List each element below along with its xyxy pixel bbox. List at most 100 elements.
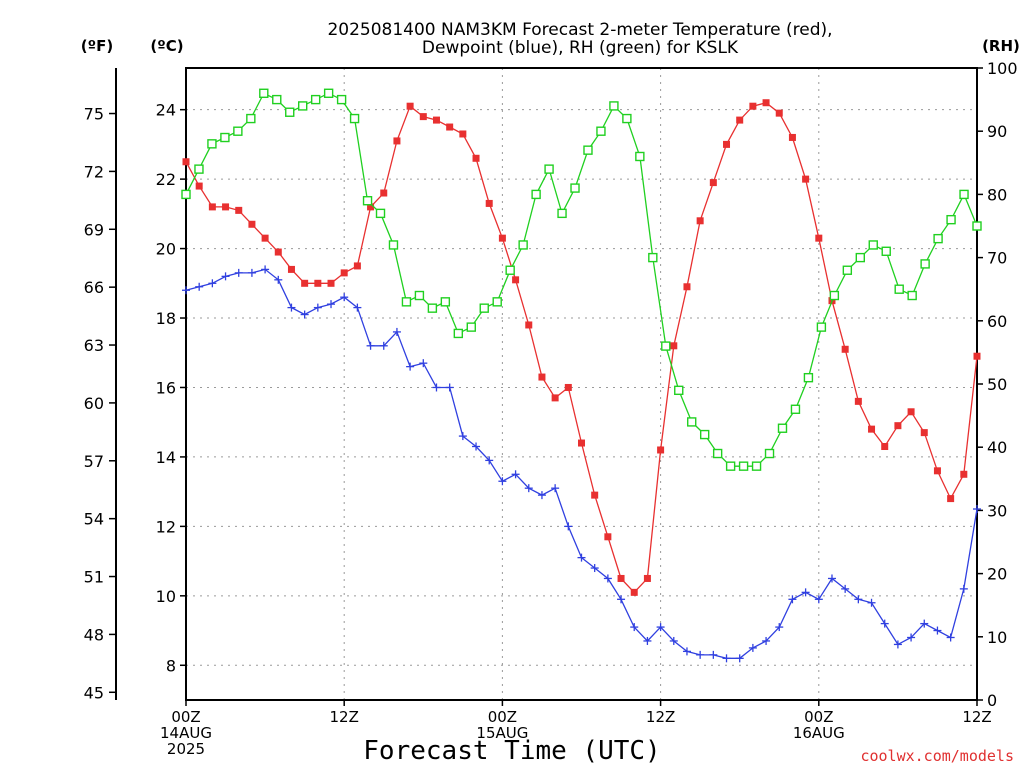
2-meter-temperature-point bbox=[485, 199, 493, 207]
dewpoint-point bbox=[406, 362, 415, 371]
rh-point bbox=[272, 94, 282, 105]
2-meter-temperature-point bbox=[301, 279, 309, 287]
dewpoint-point bbox=[327, 300, 336, 309]
fahrenheit-tick-label: 69 bbox=[84, 220, 104, 239]
celsius-axis-unit: (ºC) bbox=[150, 37, 183, 55]
2-meter-temperature-point bbox=[775, 109, 783, 117]
rh-point bbox=[246, 113, 256, 124]
dewpoint-point bbox=[682, 647, 691, 656]
rh-point bbox=[181, 189, 191, 200]
rh-tick-label: 0 bbox=[987, 691, 997, 710]
rh-point bbox=[323, 88, 334, 98]
rh-point bbox=[298, 101, 308, 111]
2-meter-temperature-point bbox=[591, 491, 599, 499]
rh-point bbox=[531, 189, 541, 200]
2-meter-temperature-point bbox=[683, 283, 691, 291]
dewpoint-point bbox=[287, 303, 296, 312]
rh-tick-label: 30 bbox=[987, 501, 1007, 520]
dewpoint-point bbox=[366, 341, 375, 350]
2-meter-temperature-point bbox=[604, 533, 612, 541]
2-meter-temperature-point bbox=[947, 495, 955, 503]
rh-point bbox=[518, 240, 528, 250]
rh-point bbox=[725, 461, 736, 471]
plot-frame bbox=[185, 67, 978, 701]
2-meter-temperature-point bbox=[314, 279, 322, 287]
dewpoint-point bbox=[867, 598, 876, 607]
dewpoint-point bbox=[182, 286, 190, 295]
dewpoint-point bbox=[959, 584, 968, 593]
rh-point bbox=[362, 196, 373, 206]
rh-point bbox=[479, 303, 489, 313]
dewpoint-point bbox=[313, 303, 322, 312]
2-meter-temperature-point bbox=[973, 352, 981, 360]
2-meter-temperature-point bbox=[367, 203, 375, 211]
dewpoint-point bbox=[458, 432, 467, 441]
rh-point bbox=[712, 448, 723, 459]
2-meter-temperature-point bbox=[881, 443, 889, 451]
chart-title-line1: 2025081400 NAM3KM Forecast 2-meter Tempe… bbox=[327, 20, 832, 40]
2-meter-temperature-point bbox=[894, 422, 902, 430]
2-meter-temperature-point bbox=[933, 467, 941, 475]
2-meter-temperature-point bbox=[340, 269, 348, 277]
rh-point bbox=[285, 107, 295, 117]
dewpoint-series bbox=[182, 265, 981, 663]
rh-tick-label: 50 bbox=[987, 375, 1007, 394]
dewpoint-point bbox=[669, 636, 678, 645]
dewpoint-point bbox=[854, 595, 863, 604]
2-meter-temperature-point bbox=[815, 234, 823, 242]
2-meter-temperature-point bbox=[235, 206, 243, 214]
2-meter-temperature-point bbox=[709, 179, 717, 187]
source-credit: coolwx.com/models bbox=[860, 747, 1014, 765]
2-meter-temperature-point bbox=[788, 133, 796, 141]
dewpoint-point bbox=[841, 584, 850, 593]
rh-point bbox=[635, 151, 645, 162]
rh-point bbox=[946, 214, 956, 225]
dewpoint-point bbox=[445, 383, 454, 392]
rh-point bbox=[661, 341, 671, 351]
2-meter-temperature-point bbox=[762, 99, 770, 107]
rh-tick-label: 90 bbox=[987, 122, 1007, 141]
dewpoint-point bbox=[221, 272, 230, 281]
dewpoint-point bbox=[814, 595, 823, 604]
dewpoint-point bbox=[762, 636, 771, 645]
rh-point bbox=[855, 252, 865, 263]
dewpoint-point bbox=[274, 275, 283, 284]
rh-point bbox=[881, 246, 891, 256]
rh-point bbox=[699, 429, 710, 440]
rh-point bbox=[687, 417, 697, 427]
2-meter-temperature-point bbox=[696, 217, 704, 225]
rh-point bbox=[388, 240, 399, 250]
rh-point bbox=[868, 240, 878, 250]
dewpoint-point bbox=[472, 442, 481, 451]
dewpoint-point bbox=[247, 268, 256, 277]
fahrenheit-axis-unit: (ºF) bbox=[81, 37, 113, 55]
celsius-tick-label: 20 bbox=[156, 240, 176, 259]
dewpoint-point bbox=[419, 359, 428, 368]
dewpoint-point bbox=[537, 491, 546, 500]
2-meter-temperature-line bbox=[185, 101, 978, 594]
2-meter-temperature-point bbox=[512, 276, 520, 284]
rh-point bbox=[414, 290, 425, 301]
dewpoint-point bbox=[603, 574, 612, 583]
dewpoint-point bbox=[261, 265, 270, 274]
celsius-tick-label: 22 bbox=[156, 170, 176, 189]
rh-point bbox=[401, 297, 412, 307]
rh-point bbox=[959, 189, 969, 200]
celsius-tick-label: 18 bbox=[156, 309, 176, 328]
rh-point bbox=[466, 322, 476, 332]
2-meter-temperature-point bbox=[723, 140, 731, 148]
chart-title-line2: Dewpoint (blue), RH (green) for KSLK bbox=[422, 38, 739, 58]
gridlines bbox=[186, 68, 977, 700]
rh-point bbox=[233, 126, 243, 136]
rh-point bbox=[492, 297, 502, 307]
rh-point bbox=[453, 328, 464, 339]
rh-tick-label: 40 bbox=[987, 438, 1007, 457]
rh-point bbox=[894, 284, 904, 294]
rh-point bbox=[570, 183, 580, 193]
2-meter-temperature-point bbox=[736, 116, 744, 124]
rh-series bbox=[181, 88, 982, 471]
rh-point bbox=[764, 448, 775, 459]
rh-tick-label: 70 bbox=[987, 249, 1007, 268]
rh-point bbox=[194, 164, 204, 174]
tick-labels: 45 48 51 54 57 60 63 66 69 72 75 8 10 12 14 16 18 20 22 24 0… bbox=[84, 59, 1018, 758]
